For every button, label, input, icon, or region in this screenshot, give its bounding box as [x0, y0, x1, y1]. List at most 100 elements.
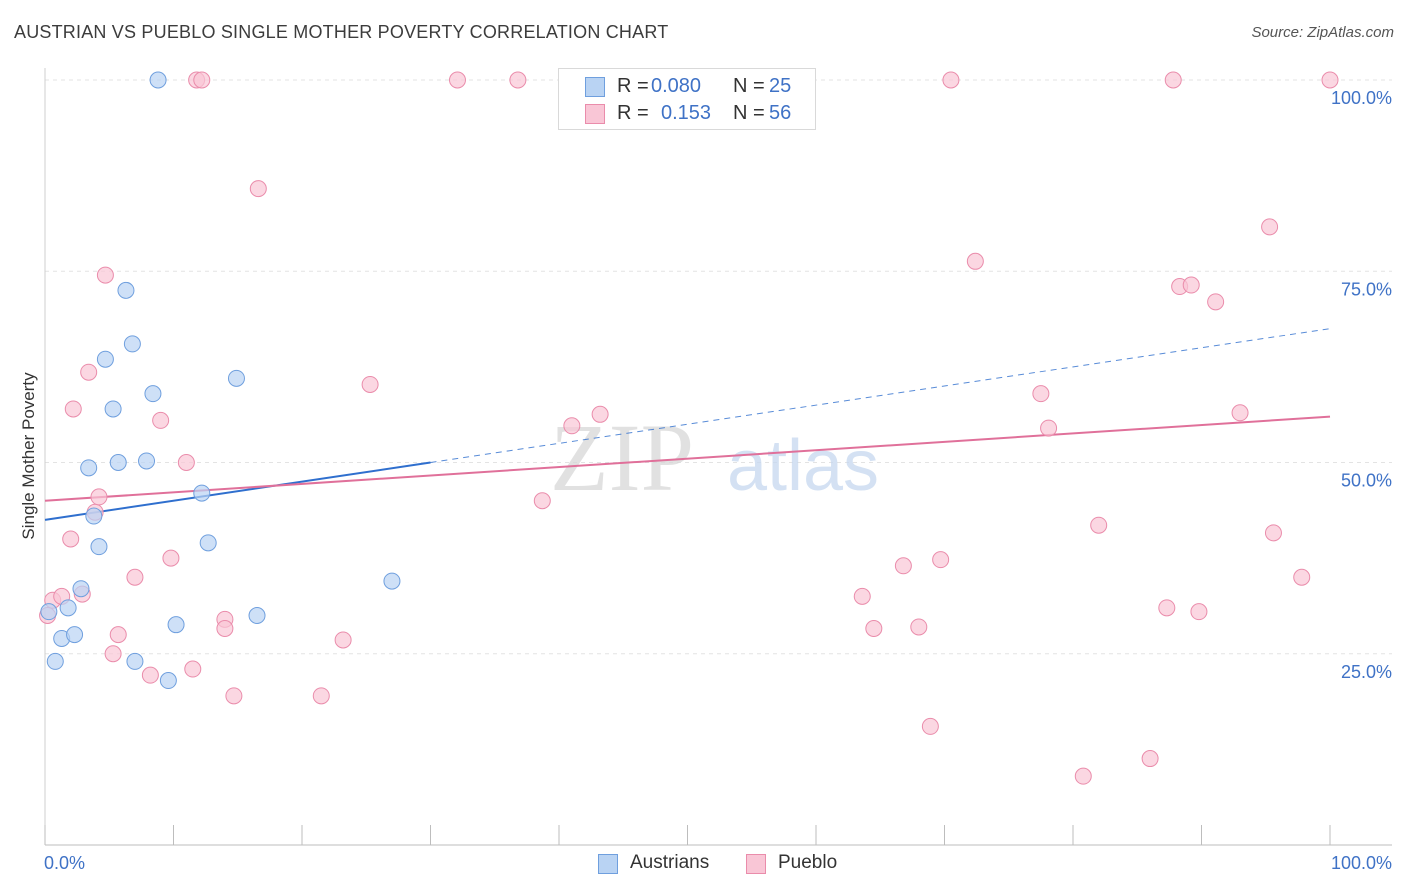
pueblo-point: [162, 549, 180, 567]
pueblo-point: [894, 557, 912, 575]
pueblo-trendline: [44, 415, 1331, 502]
pueblo-point: [62, 530, 80, 548]
pueblo-point: [1261, 218, 1279, 236]
austrians-point: [109, 454, 127, 471]
pueblo-point: [1090, 516, 1108, 534]
legend-austrians-label: Austrians: [630, 852, 710, 873]
pueblo-point: [448, 71, 466, 89]
austrians-point: [117, 281, 135, 299]
x-tick-labels: 0.0% 100.0%: [44, 853, 1392, 873]
pueblo-point: [1182, 276, 1200, 294]
y-tick-label: 100.0%: [1331, 88, 1392, 108]
legend-n-label: N =: [733, 102, 765, 124]
legend-pueblo-label: Pueblo: [778, 852, 838, 873]
pueblo-point: [184, 660, 202, 678]
pueblo-point: [334, 631, 352, 649]
x-tick-label: 100.0%: [1331, 853, 1392, 873]
pueblo-point: [141, 666, 159, 684]
pueblo-point: [966, 252, 984, 270]
legend-r-label: R =: [617, 102, 649, 124]
austrians-swatch: [598, 854, 618, 874]
austrians-point: [126, 652, 144, 670]
austrians-point: [90, 538, 108, 556]
austrians-point: [149, 71, 167, 89]
pueblo-point: [177, 454, 195, 471]
austrians-point: [72, 580, 90, 598]
austrians-point: [199, 534, 217, 552]
gridlines: [45, 79, 1392, 655]
austrians-point: [59, 599, 77, 617]
pueblo-point: [563, 417, 581, 435]
y-tick-label: 50.0%: [1341, 471, 1392, 491]
axes: [44, 68, 1392, 846]
austrians-point: [138, 452, 156, 470]
pueblo-r-value: 0.153: [661, 102, 712, 124]
pueblo-point: [225, 687, 243, 705]
pueblo-point: [1321, 71, 1339, 89]
y-tick-label: 75.0%: [1341, 279, 1392, 299]
pueblo-point: [865, 620, 883, 638]
pueblo-point: [249, 180, 267, 198]
austrians-point: [159, 672, 177, 690]
pueblo-point: [1141, 750, 1159, 768]
austrians-point: [46, 652, 64, 670]
pueblo-point: [361, 375, 379, 393]
austrians-swatch: [585, 77, 605, 97]
pueblo-point: [216, 620, 234, 638]
pueblo-point: [1293, 568, 1311, 586]
legend-n-label: N =: [733, 75, 765, 97]
pueblo-point: [109, 626, 127, 644]
pueblo-point: [312, 687, 330, 705]
pueblo-point: [1158, 599, 1176, 617]
chart-title: AUSTRIAN VS PUEBLO SINGLE MOTHER POVERTY…: [14, 22, 669, 42]
austrians-point: [123, 335, 141, 353]
pueblo-point: [64, 400, 82, 418]
pueblo-point: [853, 587, 871, 605]
austrians-point: [227, 369, 245, 387]
y-tick-labels: 25.0% 50.0% 75.0% 100.0%: [1331, 88, 1392, 682]
pueblo-point: [1032, 385, 1050, 403]
pueblo-point: [1074, 767, 1092, 785]
austrians-n-value: 25: [769, 75, 792, 97]
pueblo-point: [152, 411, 170, 429]
austrians-r-value: 0.080: [651, 75, 702, 97]
austrians-point: [167, 616, 185, 634]
pueblo-swatch: [746, 854, 766, 874]
x-tick-label: 0.0%: [44, 853, 85, 873]
pueblo-point: [126, 568, 144, 586]
data-points: [39, 71, 1339, 785]
y-tick-label: 25.0%: [1341, 662, 1392, 682]
watermark: ZIP atlas: [550, 404, 879, 511]
pueblo-point: [1040, 419, 1058, 437]
pueblo-point: [96, 266, 114, 284]
correlation-legend: R = 0.080 N = 25 R = 0.153 N = 56: [558, 68, 816, 130]
pueblo-swatch: [585, 104, 605, 124]
pueblo-point: [193, 71, 211, 89]
pueblo-point: [921, 717, 939, 735]
pueblo-point: [533, 492, 551, 510]
austrians-point: [104, 400, 122, 418]
y-axis-label: Single Mother Poverty: [19, 372, 38, 540]
austrians-point: [85, 507, 103, 525]
austrians-point: [66, 626, 84, 644]
pueblo-point: [509, 71, 527, 89]
austrians-point: [383, 572, 401, 590]
austrians-point: [80, 459, 98, 477]
austrians-point: [193, 484, 211, 502]
watermark-atlas: atlas: [727, 426, 879, 506]
pueblo-point: [932, 551, 950, 569]
source-credit: Source: ZipAtlas.com: [1251, 24, 1394, 41]
pueblo-point: [910, 618, 928, 636]
pueblo-n-value: 56: [769, 102, 792, 124]
pueblo-point: [1190, 603, 1208, 621]
austrians-point: [144, 385, 162, 403]
pueblo-point: [1164, 71, 1182, 89]
austrians-point: [248, 607, 266, 624]
pueblo-point: [90, 488, 108, 506]
pueblo-point: [591, 405, 609, 423]
pueblo-point: [1231, 404, 1249, 422]
austrians-point: [96, 350, 114, 368]
pueblo-point: [1264, 524, 1282, 542]
pueblo-point: [1207, 293, 1225, 311]
